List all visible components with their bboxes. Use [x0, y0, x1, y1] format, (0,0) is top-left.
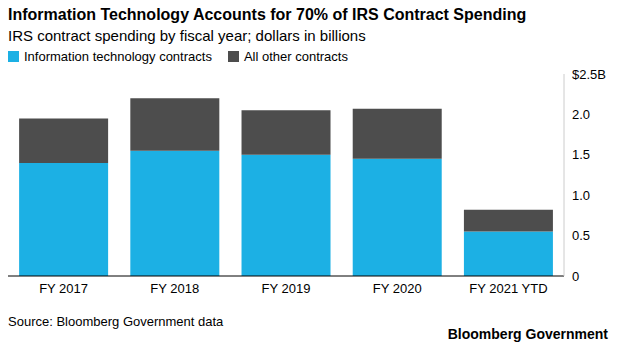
- svg-text:1.0: 1.0: [572, 188, 590, 203]
- html-text:Bloomberg Government: Bloomberg Government: [447, 326, 608, 342]
- html-text:Information Technology Account: Information Technology Accounts for 70% …: [8, 6, 527, 23]
- svg-text:0.5: 0.5: [572, 228, 590, 243]
- svg-text:1.5: 1.5: [572, 147, 590, 162]
- html-text:IRS contract spending by fisca: IRS contract spending by fiscal year; do…: [8, 27, 366, 44]
- svg-text:FY 2017: FY 2017: [39, 281, 88, 296]
- svg-text:2.0: 2.0: [572, 107, 590, 122]
- svg-text:0: 0: [572, 269, 579, 284]
- svg-text:FY 2019: FY 2019: [262, 281, 311, 296]
- svg-text:FY 2018: FY 2018: [150, 281, 199, 296]
- html-text:Source: Bloomberg Government d: Source: Bloomberg Government data: [8, 314, 224, 329]
- svg-text:$2.5B: $2.5B: [572, 67, 606, 82]
- svg-text:FY 2020: FY 2020: [373, 281, 422, 296]
- html-text:All other contracts: All other contracts: [243, 49, 348, 64]
- html-text:Information technology contrac: Information technology contracts: [24, 49, 212, 64]
- svg-text:FY 2021 YTD: FY 2021 YTD: [469, 281, 547, 296]
